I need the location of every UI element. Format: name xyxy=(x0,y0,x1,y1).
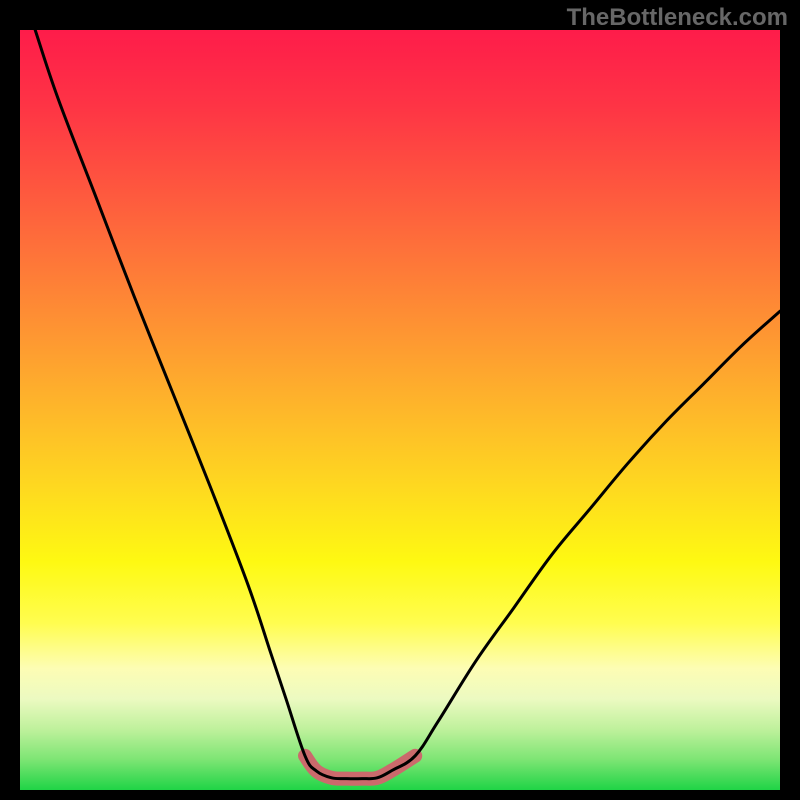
attribution-text: TheBottleneck.com xyxy=(567,4,788,32)
plot-area xyxy=(20,30,780,790)
curve-layer xyxy=(20,30,780,790)
bottleneck-curve xyxy=(35,30,780,779)
chart-frame: TheBottleneck.com xyxy=(0,0,800,800)
